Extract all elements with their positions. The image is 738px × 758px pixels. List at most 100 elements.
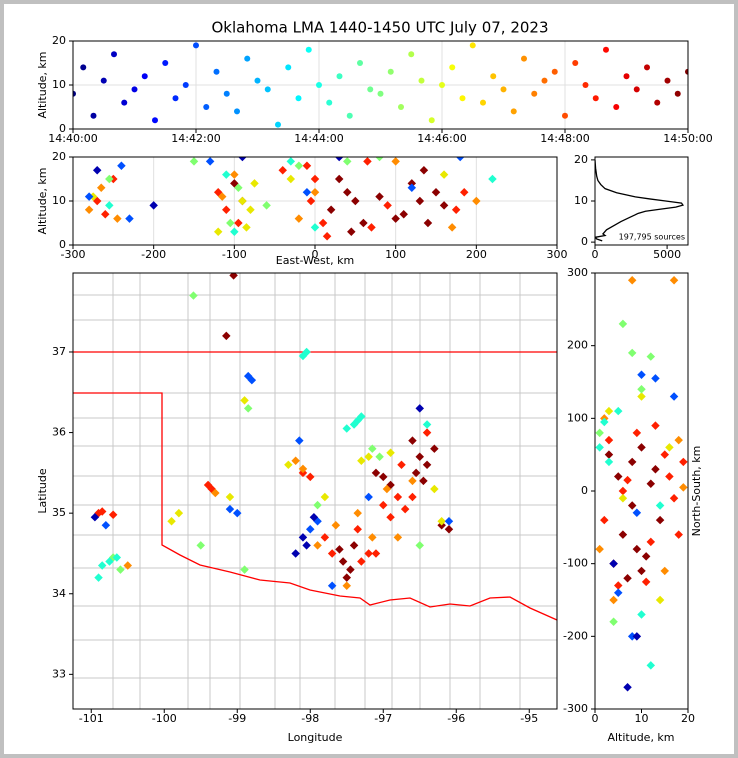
source-point [336,73,343,80]
source-point [600,515,609,525]
source-point [108,510,118,520]
y-tick-label: 20 [52,150,66,163]
source-point [618,530,628,539]
panel [73,41,688,129]
source-point [641,577,651,587]
source-point [644,64,650,71]
source-point [490,73,497,80]
source-point [73,90,76,97]
source-point [349,541,359,550]
y-axis-label: Altitude, km [36,167,49,234]
source-point [551,68,558,75]
source-point [298,351,308,361]
source-point [367,223,376,232]
y-tick-label: -300 [563,702,588,715]
source-point [234,108,240,115]
source-point [275,121,281,128]
source-point [407,179,417,188]
x-tick-label: -200 [141,248,166,261]
source-point [665,472,674,481]
source-point [618,494,628,503]
source-point [655,515,665,525]
source-point [223,90,230,97]
source-point [264,86,271,93]
source-point [654,99,661,106]
source-point [117,161,126,171]
source-point [320,533,330,542]
source-point [250,179,259,188]
source-point [326,99,333,106]
source-point [294,214,304,223]
axes-box [72,40,689,130]
source-point [637,443,646,452]
source-point [430,444,439,453]
source-point [302,161,312,171]
source-point [393,533,403,542]
source-point [306,472,315,482]
source-point [415,404,424,413]
source-point [408,51,415,58]
source-point [346,112,353,119]
axes-box [72,272,558,710]
source-point [313,541,322,550]
source-point [238,196,247,206]
x-tick-label: -99 [228,712,246,725]
source-point [213,68,220,75]
source-point [439,201,449,210]
x-tick-label: -97 [374,712,392,725]
y-axis-label: Altitude, km [36,51,49,118]
source-point [80,64,87,71]
source-point [455,157,465,162]
source-point [418,77,425,84]
source-point [541,77,548,84]
source-point [665,443,674,452]
source-point [357,60,363,66]
source-point [415,196,425,206]
source-point [646,479,656,488]
source-point [306,525,315,534]
source-point [437,516,446,526]
source-point [309,512,319,522]
source-point [674,530,683,539]
x-tick-label: -98 [301,712,319,725]
source-point [225,492,235,502]
source-point [310,187,320,197]
source-point [669,392,679,401]
source-point [189,157,199,166]
x-tick-label: -95 [520,712,538,725]
y-tick-label: 34 [52,587,66,600]
source-point [141,73,148,80]
source-point [284,460,293,470]
source-point [595,544,604,554]
source-point [614,406,623,416]
source-point [368,444,377,453]
source-point [613,104,620,110]
source-point [84,192,94,201]
source-point [383,201,392,210]
source-point [637,392,646,401]
source-point [306,196,316,206]
source-point [397,460,406,470]
county-lines [73,273,557,709]
source-point [318,218,328,228]
source-point [521,55,527,62]
source-point [149,201,158,210]
source-point [592,95,599,102]
source-point [415,452,424,461]
source-point [246,205,255,215]
source-point [679,483,688,492]
x-tick-label: -300 [61,248,86,261]
source-point [302,187,312,197]
source-point [278,165,287,175]
source-point [444,516,454,526]
source-point [357,456,366,466]
source-point [205,157,215,166]
source-point [338,557,348,566]
source-point [100,77,107,84]
source-point [472,196,481,206]
y-tick-label: -100 [563,557,588,570]
source-point [368,533,377,542]
source-point [343,157,352,166]
